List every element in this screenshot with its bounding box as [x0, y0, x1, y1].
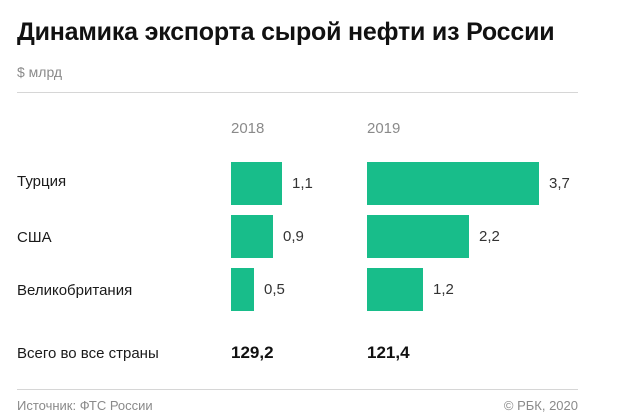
- row-label-uk: Великобритания: [17, 282, 133, 299]
- copyright-note: © РБК, 2020: [503, 398, 578, 413]
- bar-value-2018-uk: 0,5: [264, 281, 285, 298]
- chart-subtitle: $ млрд: [17, 64, 63, 80]
- column-header-2018: 2018: [231, 120, 265, 137]
- total-value-2019: 121,4: [367, 343, 410, 362]
- total-value-2018: 129,2: [231, 343, 274, 362]
- bar-2019-usa: [367, 215, 469, 258]
- bar-2019-turkey: [367, 162, 539, 205]
- row-label-usa: США: [17, 229, 52, 246]
- top-divider: [17, 92, 578, 93]
- bottom-divider: [17, 389, 578, 390]
- row-label-turkey: Турция: [17, 173, 67, 190]
- chart-title: Динамика экспорта сырой нефти из России: [17, 18, 555, 46]
- bar-2018-turkey: [231, 162, 282, 205]
- bar-value-2018-usa: 0,9: [283, 228, 304, 245]
- source-note: Источник: ФТС России: [17, 398, 153, 413]
- bar-value-2019-usa: 2,2: [479, 228, 500, 245]
- bar-value-2019-turkey: 3,7: [549, 175, 570, 192]
- bar-2018-usa: [231, 215, 273, 258]
- bar-value-2019-uk: 1,2: [433, 281, 454, 298]
- bar-2019-uk: [367, 268, 423, 311]
- bar-2018-uk: [231, 268, 254, 311]
- total-label: Всего во все страны: [17, 345, 159, 362]
- column-header-2019: 2019: [367, 120, 401, 137]
- bar-value-2018-turkey: 1,1: [292, 175, 313, 192]
